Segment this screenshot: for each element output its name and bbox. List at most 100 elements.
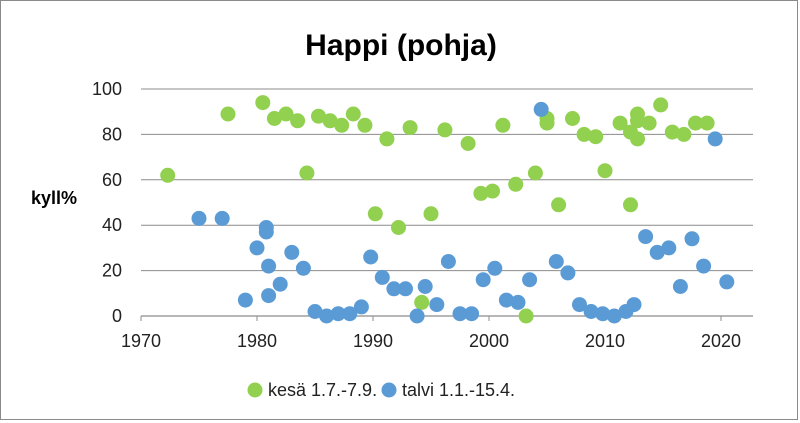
talvi-point [583,304,599,319]
y-axis-ticks: 0 20 40 60 80 100 [92,79,122,326]
y-tick-label: 100 [92,79,122,99]
talvi-point [258,224,274,240]
kesa-point [495,117,511,133]
talvi-point [522,272,538,288]
talvi-point [307,304,323,319]
kesa-point [653,97,669,113]
talvi-point [191,210,207,226]
x-tick-label: 2000 [469,331,509,351]
talvi-point [261,288,277,304]
kesa-point [576,126,592,142]
kesa-point [367,206,383,222]
gridlines [141,88,753,272]
talvi-point [719,274,735,290]
kesa-point [437,122,453,138]
kesa-point [688,115,703,131]
kesa-point [473,185,489,201]
kesa-point [518,308,534,324]
talvi-point [261,258,277,274]
talvi-point [487,260,503,276]
talvi-point [606,308,622,324]
kesa-point [485,183,500,199]
kesa-point [641,115,657,131]
kesa-point [391,220,406,235]
talvi-point [498,292,514,308]
talvi-point [548,254,564,269]
talvi-point [284,244,300,260]
kesa-point [379,131,395,147]
talvi-point [638,229,654,245]
kesa-point [676,126,692,142]
x-axis-ticks: 1970 1980 1990 2000 2010 2020 [121,331,741,351]
legend-label: kesä 1.7.-7.9. [268,380,377,400]
talvi-point [386,281,402,297]
kesa-point [612,115,628,131]
kesa-point [508,176,524,192]
talvi-point [409,308,425,324]
kesa-point [334,117,350,133]
talvi-point [626,297,642,313]
kesa-point [699,115,715,131]
talvi-point [342,306,358,322]
y-tick-label: 40 [102,215,122,235]
kesa-point [460,136,476,151]
legend-label: talvi 1.1.-15.4. [402,380,515,400]
talvi-point [374,269,390,285]
talvi-point [464,306,480,322]
kesa-point [290,113,306,129]
kesa-point [311,108,326,124]
talvi-point [707,131,723,147]
talvi-point [295,260,311,276]
legend: kesä 1.7.-7.9. talvi 1.1.-15.4. [247,380,515,400]
data-points [160,95,735,324]
kesa-point [423,206,439,222]
chart-title: Happi (pohja) [305,29,497,62]
talvi-point [533,101,549,117]
y-axis-label: kyll% [31,188,77,208]
kesa-point [527,165,543,181]
kesa-point [551,197,567,213]
x-tick-label: 1980 [237,331,277,351]
y-tick-label: 0 [112,306,122,326]
y-tick-label: 60 [102,170,122,190]
kesa-point [597,163,613,179]
talvi-point [452,306,468,322]
x-axis [140,315,753,321]
kesa-point [266,111,282,126]
talvi-point [363,249,379,265]
kesa-point [322,113,338,129]
talvi-point [560,265,576,281]
talvi-point [440,254,456,269]
talvi-point [595,306,611,322]
kesa-point [539,115,555,131]
talvi-point [429,297,445,313]
kesa-point [588,129,604,145]
kesa-point [414,294,430,310]
y-tick-label: 80 [102,124,122,144]
talvi-point [214,210,230,226]
talvi-point [661,240,677,256]
talvi-point [398,281,413,297]
talvi-point [572,297,587,313]
kesa-point [220,106,236,122]
talvi-point [319,308,335,324]
talvi-point [475,272,491,288]
kesa-point [255,95,271,111]
legend-marker [381,382,397,398]
kesa-point [345,106,361,122]
talvi-point [353,299,369,315]
kesa-point [278,106,294,122]
x-tick-label: 1970 [121,331,161,351]
y-tick-label: 20 [102,261,122,281]
kesa-point [630,131,645,147]
talvi-point [249,240,265,256]
talvi-point [330,306,346,322]
talvi-point [672,279,688,294]
talvi-point [272,276,288,292]
kesa-point [565,111,580,126]
x-tick-label: 2020 [701,331,741,351]
x-tick-label: 2010 [585,331,625,351]
kesa-point [623,197,638,213]
